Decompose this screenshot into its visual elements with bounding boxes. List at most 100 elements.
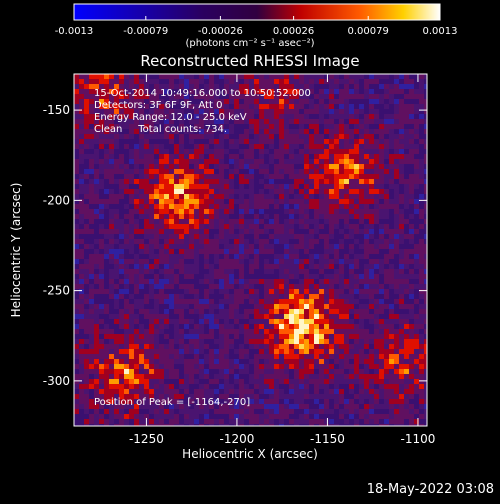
heatmap-cell bbox=[269, 134, 274, 139]
heatmap-cell bbox=[149, 244, 154, 249]
heatmap-cell bbox=[169, 244, 174, 249]
heatmap-cell bbox=[369, 199, 374, 204]
heatmap-cell bbox=[354, 154, 359, 159]
heatmap-cell bbox=[169, 209, 174, 214]
heatmap-cell bbox=[219, 369, 224, 374]
heatmap-cell bbox=[274, 374, 279, 379]
heatmap-cell bbox=[259, 134, 264, 139]
heatmap-cell bbox=[79, 104, 84, 109]
heatmap-cell bbox=[219, 189, 224, 194]
heatmap-cell bbox=[154, 284, 159, 289]
heatmap-cell bbox=[334, 169, 339, 174]
heatmap-cell bbox=[114, 149, 119, 154]
heatmap-cell bbox=[324, 104, 329, 109]
heatmap-cell bbox=[214, 164, 219, 169]
heatmap-cell bbox=[394, 294, 399, 299]
heatmap-cell bbox=[239, 134, 244, 139]
heatmap-cell bbox=[119, 314, 124, 319]
heatmap-cell bbox=[254, 169, 259, 174]
heatmap-cell bbox=[394, 219, 399, 224]
heatmap-cell bbox=[349, 264, 354, 269]
heatmap-cell bbox=[354, 239, 359, 244]
heatmap-cell bbox=[184, 219, 189, 224]
heatmap-cell bbox=[389, 409, 394, 414]
heatmap-cell bbox=[359, 189, 364, 194]
heatmap-cell bbox=[374, 169, 379, 174]
heatmap-cell bbox=[119, 74, 124, 79]
heatmap-cell bbox=[169, 79, 174, 84]
heatmap-cell bbox=[269, 274, 274, 279]
heatmap-cell bbox=[144, 154, 149, 159]
heatmap-cell bbox=[229, 264, 234, 269]
heatmap-cell bbox=[354, 94, 359, 99]
heatmap-cell bbox=[354, 274, 359, 279]
heatmap-cell bbox=[164, 74, 169, 79]
heatmap-cell bbox=[364, 264, 369, 269]
heatmap-cell bbox=[209, 224, 214, 229]
heatmap-cell bbox=[109, 229, 114, 234]
heatmap-cell bbox=[289, 124, 294, 129]
heatmap-cell bbox=[344, 279, 349, 284]
heatmap-cell bbox=[114, 344, 119, 349]
heatmap-cell bbox=[294, 229, 299, 234]
heatmap-cell bbox=[219, 179, 224, 184]
heatmap-cell bbox=[394, 344, 399, 349]
heatmap-cell bbox=[89, 244, 94, 249]
heatmap-cell bbox=[359, 384, 364, 389]
heatmap-cell bbox=[314, 369, 319, 374]
heatmap-cell bbox=[79, 409, 84, 414]
heatmap-cell bbox=[214, 419, 219, 424]
heatmap-cell bbox=[289, 244, 294, 249]
heatmap-cell bbox=[309, 409, 314, 414]
heatmap-cell bbox=[159, 269, 164, 274]
heatmap-cell bbox=[419, 249, 424, 254]
heatmap-cell bbox=[309, 264, 314, 269]
heatmap-cell bbox=[159, 189, 164, 194]
heatmap-cell bbox=[284, 149, 289, 154]
heatmap-cell bbox=[114, 354, 119, 359]
heatmap-cell bbox=[244, 259, 249, 264]
heatmap-cell bbox=[284, 124, 289, 129]
heatmap-cell bbox=[259, 239, 264, 244]
heatmap-cell bbox=[104, 139, 109, 144]
heatmap-cell bbox=[389, 184, 394, 189]
heatmap-cell bbox=[254, 129, 259, 134]
heatmap-cell bbox=[269, 364, 274, 369]
heatmap-cell bbox=[339, 284, 344, 289]
heatmap-cell bbox=[229, 224, 234, 229]
heatmap-cell bbox=[239, 199, 244, 204]
heatmap-cell bbox=[249, 149, 254, 154]
heatmap-cell bbox=[264, 234, 269, 239]
heatmap-cell bbox=[319, 304, 324, 309]
heatmap-cell bbox=[419, 139, 424, 144]
heatmap-cell bbox=[284, 384, 289, 389]
heatmap-cell bbox=[394, 304, 399, 309]
heatmap-cell bbox=[374, 214, 379, 219]
heatmap-cell bbox=[364, 159, 369, 164]
heatmap-cell bbox=[334, 124, 339, 129]
heatmap-cell bbox=[374, 194, 379, 199]
heatmap-cell bbox=[284, 374, 289, 379]
heatmap-cell bbox=[324, 354, 329, 359]
heatmap-cell bbox=[234, 179, 239, 184]
heatmap-cell bbox=[364, 374, 369, 379]
heatmap-cell bbox=[214, 79, 219, 84]
heatmap-cell bbox=[409, 409, 414, 414]
heatmap-cell bbox=[254, 334, 259, 339]
heatmap-cell bbox=[144, 209, 149, 214]
heatmap-cell bbox=[274, 224, 279, 229]
heatmap-cell bbox=[249, 104, 254, 109]
heatmap-cell bbox=[374, 314, 379, 319]
heatmap-cell bbox=[209, 259, 214, 264]
heatmap-cell bbox=[234, 269, 239, 274]
heatmap-cell bbox=[169, 294, 174, 299]
heatmap-cell bbox=[299, 309, 304, 314]
heatmap-cell bbox=[249, 234, 254, 239]
heatmap-cell bbox=[394, 204, 399, 209]
heatmap-cell bbox=[159, 149, 164, 154]
heatmap-cell bbox=[229, 389, 234, 394]
heatmap-cell bbox=[319, 119, 324, 124]
heatmap-cell bbox=[104, 354, 109, 359]
heatmap-cell bbox=[219, 174, 224, 179]
heatmap-cell bbox=[109, 254, 114, 259]
